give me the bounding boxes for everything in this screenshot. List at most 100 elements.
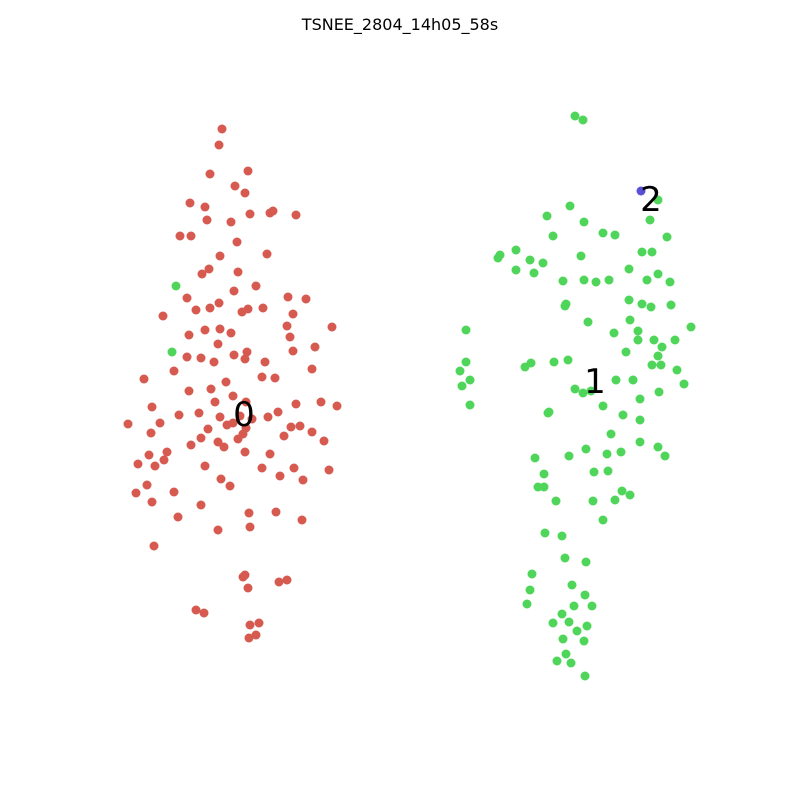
point-cluster-1-39 [653,442,663,452]
point-cluster-0-3 [254,618,264,628]
point-cluster-0-83 [260,357,270,367]
point-cluster-1-57 [628,375,638,385]
point-cluster-1-84 [624,295,634,305]
point-cluster-1-36 [602,449,612,459]
point-cluster-0-47 [146,428,156,438]
point-cluster-0-55 [295,421,305,431]
point-cluster-0-29 [150,461,160,471]
point-cluster-0-49 [203,424,213,434]
point-cluster-1-80 [561,299,571,309]
point-cluster-0-25 [275,471,285,481]
point-cluster-0-32 [257,463,267,473]
point-cluster-1-22 [598,515,608,525]
point-cluster-0-115 [186,231,196,241]
point-cluster-1-27 [617,486,627,496]
point-cluster-1-66 [672,365,682,375]
point-cluster-0-20 [131,488,141,498]
point-cluster-1-106 [610,230,620,240]
point-cluster-1-64 [647,360,657,370]
point-cluster-1-20 [540,528,550,538]
point-cluster-1-102 [637,247,647,257]
point-cluster-1-59 [461,357,471,367]
point-cluster-0-78 [182,352,192,362]
point-cluster-0-87 [310,342,320,352]
point-cluster-0-67 [316,397,326,407]
point-cluster-0-125 [230,181,240,191]
point-cluster-1-71 [649,335,659,345]
point-cluster-0-4 [191,605,201,615]
point-cluster-0-44 [279,431,289,441]
point-cluster-0-122 [185,198,195,208]
point-cluster-0-8 [240,570,250,580]
point-cluster-0-14 [173,512,183,522]
point-cluster-0-94 [327,322,337,332]
point-cluster-1-103 [647,247,657,257]
point-cluster-1-33 [530,453,540,463]
point-cluster-2-0 [636,186,646,196]
point-cluster-0-69 [184,386,194,396]
point-cluster-1-78 [625,315,635,325]
point-cluster-1-53 [635,394,645,404]
point-cluster-0-90 [215,324,225,334]
point-cluster-0-51 [228,418,238,428]
point-cluster-0-96 [191,305,201,315]
point-cluster-0-57 [174,410,184,420]
point-cluster-0-53 [247,414,257,424]
point-cluster-0-127 [243,166,253,176]
point-cluster-0-33 [289,463,299,473]
point-cluster-1-41 [606,429,616,439]
point-cluster-0-117 [226,217,236,227]
point-cluster-1-104 [548,231,558,241]
point-cluster-0-101 [258,303,268,313]
point-cluster-1-96 [538,258,548,268]
point-cluster-1-1 [552,656,562,666]
point-cluster-1-93 [511,265,521,275]
point-cluster-0-54 [286,422,296,432]
point-cluster-1-58 [455,366,465,376]
point-cluster-0-80 [209,357,219,367]
point-cluster-1-10 [557,609,567,619]
point-cluster-0-30 [159,455,169,465]
point-cluster-0-109 [204,264,214,274]
point-cluster-1-9 [582,621,592,631]
point-cluster-0-81 [229,350,239,360]
point-cluster-0-24 [216,474,226,484]
cluster-label-0: 0 [233,395,255,435]
point-cluster-0-26 [298,475,308,485]
point-cluster-1-62 [549,357,559,367]
point-cluster-1-94 [529,268,539,278]
point-cluster-1-100 [511,245,521,255]
point-cluster-0-82 [240,354,250,364]
point-cluster-1-89 [604,275,614,285]
point-cluster-1-83 [666,300,676,310]
point-cluster-0-85 [288,346,298,356]
point-cluster-1-25 [610,495,620,505]
point-cluster-1-35 [581,444,591,454]
point-cluster-0-92 [285,332,295,342]
point-cluster-0-60 [235,411,245,421]
point-cluster-0-1 [251,630,261,640]
point-cluster-0-84 [242,347,252,357]
point-cluster-0-18 [196,500,206,510]
point-cluster-1-67 [653,351,663,361]
point-cluster-0-22 [169,487,179,497]
point-cluster-1-113 [570,111,580,121]
point-cluster-0-12 [213,525,223,535]
point-cluster-0-104 [301,294,311,304]
point-cluster-1-90 [642,275,652,285]
point-cluster-1-18 [560,553,570,563]
point-cluster-1-105 [598,228,608,238]
point-cluster-0-103 [182,293,192,303]
point-cluster-0-112 [262,249,272,259]
point-cluster-1-49 [465,375,475,385]
point-cluster-0-75 [270,373,280,383]
point-cluster-1-5 [558,634,568,644]
point-cluster-1-69 [657,342,667,352]
point-cluster-1-6 [572,626,582,636]
point-cluster-1-87 [579,275,589,285]
point-cluster-0-19 [147,497,157,507]
point-cluster-1-21 [557,531,567,541]
point-cluster-1-17 [527,569,537,579]
point-cluster-0-123 [200,202,210,212]
point-cluster-1-75 [686,322,696,332]
